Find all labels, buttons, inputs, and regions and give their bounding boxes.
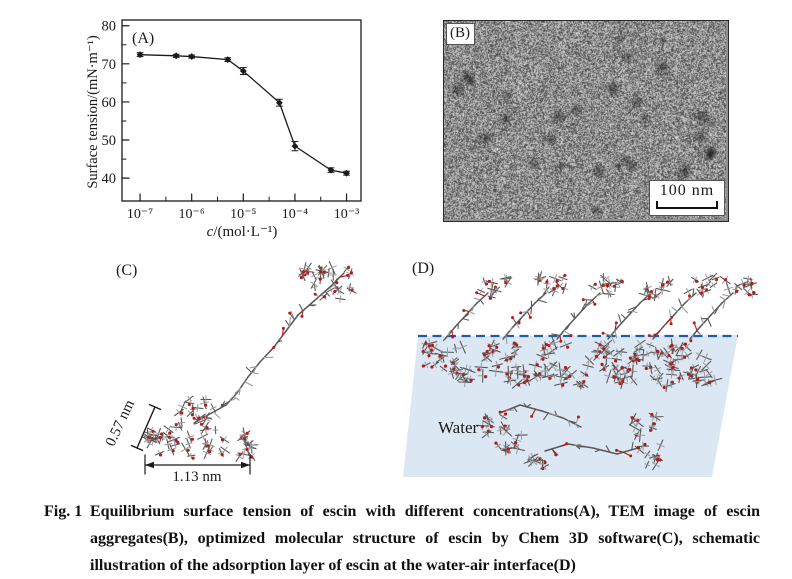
figure-caption: Fig. 1 Equilibrium surface tension of es… — [44, 498, 760, 579]
scale-bar: 100 nm — [649, 180, 725, 216]
svg-text:10⁻⁴: 10⁻⁴ — [282, 207, 308, 222]
panel-d-schematic: (D) Water — [395, 255, 790, 490]
panel-d-label: (D) — [412, 260, 434, 277]
panel-a-ylabel: Surface tension/(mN·m⁻¹) — [85, 35, 101, 189]
caption-line: aggregates(B), optimized molecular struc… — [90, 525, 760, 552]
svg-text:40: 40 — [102, 171, 117, 187]
panel-a-xlabel: c/(mol·L⁻¹) — [207, 224, 278, 240]
adsorption-schematic — [403, 272, 757, 477]
svg-text:50: 50 — [102, 133, 117, 149]
panel-c-label: (C) — [116, 262, 137, 279]
panel-b-tem: (B) 100 nm — [443, 20, 729, 222]
panel-c-molecule: (C) 1.13 nm 0.57 nm — [90, 255, 390, 490]
chart-plot-area: 40 50 60 70 80 10⁻⁷ 10⁻⁶ 10⁻⁵ 10⁻⁴ 10⁻³ — [102, 19, 362, 222]
caption-line: Equilibrium surface tension of escin wit… — [90, 498, 760, 525]
water-label: Water — [438, 418, 478, 437]
svg-text:60: 60 — [102, 95, 117, 111]
svg-text:70: 70 — [102, 57, 117, 73]
svg-text:80: 80 — [102, 19, 117, 35]
scale-bar-label: 100 nm — [650, 181, 724, 201]
caption-line: illustration of the adsorption layer of … — [90, 552, 760, 579]
panel-b-label: (B) — [446, 23, 475, 45]
caption-fig-label: Fig. 1 — [44, 498, 90, 525]
svg-text:10⁻⁷: 10⁻⁷ — [127, 207, 153, 222]
svg-text:10⁻⁵: 10⁻⁵ — [230, 207, 256, 222]
panel-a-label: (A) — [132, 30, 154, 47]
svg-text:10⁻⁶: 10⁻⁶ — [179, 207, 205, 222]
dimension-width-label: 1.13 nm — [172, 469, 222, 485]
svg-text:10⁻³: 10⁻³ — [334, 207, 360, 222]
molecule-structure — [142, 262, 356, 462]
dimension-height-label: 0.57 nm — [103, 397, 138, 449]
panel-a-chart: (A) Surface tension/(mN·m⁻¹) c/(mol·L⁻¹)… — [85, 10, 400, 245]
scale-bar-line — [656, 201, 718, 209]
